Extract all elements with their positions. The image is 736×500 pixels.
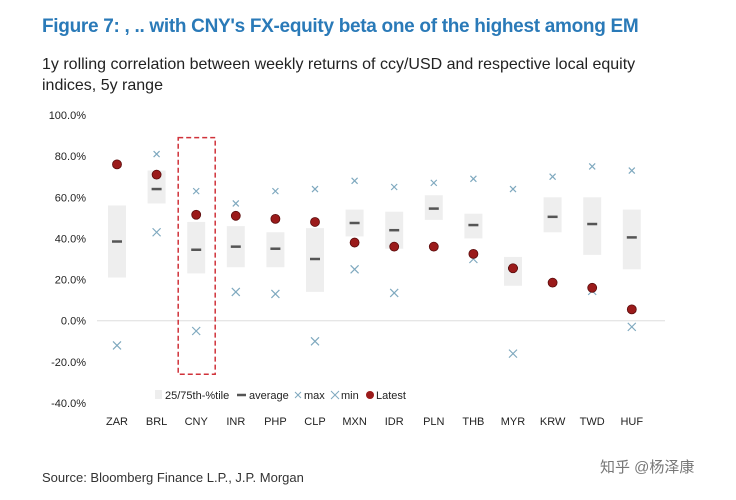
- x-tick-label: CLP: [304, 416, 325, 428]
- min-mark-MYR: [508, 349, 518, 359]
- x-tick-label: TWD: [580, 416, 605, 428]
- latest-dot-MYR: [508, 263, 518, 274]
- percentile-box-TWD: [583, 197, 602, 255]
- legend-min-swatch: [330, 390, 340, 400]
- legend-label-average: average: [249, 390, 289, 402]
- latest-dot-TWD: [587, 282, 598, 293]
- legend-box-swatch: [155, 390, 162, 399]
- max-mark-CLP: [311, 185, 319, 193]
- max-mark-PHP: [271, 187, 279, 195]
- latest-dot-BRL: [151, 169, 162, 180]
- latest-dot-CLP: [310, 217, 320, 227]
- latest-dot-HUF: [626, 304, 637, 315]
- max-mark-MXN: [351, 177, 359, 185]
- latest-dot-CNY: [191, 209, 202, 220]
- legend-max-swatch: [294, 391, 302, 399]
- min-mark-HUF: [627, 322, 637, 332]
- chart-title: Figure 7: , .. with CNY's FX-equity beta…: [42, 16, 639, 37]
- legend-label-max: max: [304, 390, 325, 402]
- x-tick-label: PLN: [423, 416, 444, 428]
- legend-label-percentile: 25/75th-%tile: [165, 390, 229, 402]
- y-tick-label: 20.0%: [55, 275, 86, 287]
- x-tick-label: BRL: [146, 416, 167, 428]
- y-tick-label: 0.0%: [61, 316, 86, 328]
- percentile-box-HUF: [622, 209, 641, 270]
- min-mark-CNY: [191, 326, 201, 336]
- max-mark-INR: [232, 200, 240, 207]
- min-mark-BRL: [152, 227, 162, 237]
- latest-dot-MXN: [349, 237, 360, 248]
- max-mark-TWD: [588, 163, 596, 170]
- max-mark-THB: [469, 175, 477, 183]
- max-mark-HUF: [628, 167, 636, 174]
- min-mark-PHP: [270, 289, 280, 299]
- watermark: 知乎 @杨泽康: [600, 459, 695, 476]
- legend-label-min: min: [341, 390, 359, 402]
- highlight-box-CNY: [177, 136, 216, 375]
- x-tick-label: PHP: [264, 416, 287, 428]
- y-tick-label: 80.0%: [55, 151, 86, 163]
- min-mark-CLP: [310, 336, 320, 346]
- latest-dot-PHP: [270, 213, 281, 224]
- max-mark-KRW: [549, 173, 557, 181]
- percentile-box-BRL: [147, 170, 166, 204]
- percentile-box-CNY: [187, 221, 206, 274]
- legend-latest-swatch: [366, 391, 374, 399]
- percentile-box-KRW: [543, 197, 562, 233]
- max-mark-MYR: [509, 185, 517, 193]
- y-tick-label: 60.0%: [55, 192, 86, 204]
- y-tick-label: -20.0%: [51, 357, 86, 369]
- x-tick-label: KRW: [540, 416, 566, 428]
- y-tick-label: 100.0%: [49, 110, 87, 122]
- min-mark-IDR: [389, 288, 399, 298]
- max-mark-BRL: [153, 150, 161, 158]
- x-tick-label: THB: [462, 416, 484, 428]
- min-mark-MXN: [350, 264, 360, 274]
- latest-dot-THB: [468, 248, 479, 259]
- x-tick-label: MYR: [501, 416, 526, 428]
- max-mark-IDR: [390, 183, 398, 191]
- max-mark-PLN: [430, 179, 438, 187]
- chart-subtitle: 1y rolling correlation between weekly re…: [42, 56, 636, 94]
- latest-dot-PLN: [428, 241, 439, 252]
- legend-label-latest: Latest: [376, 390, 406, 402]
- chart: 100.0% 80.0% 60.0% 40.0% 20.0% 0.0% -20.0% -40.…: [49, 110, 665, 428]
- x-tick-label: IDR: [385, 416, 404, 428]
- y-tick-label: 40.0%: [55, 233, 86, 245]
- x-tick-label: INR: [226, 416, 245, 428]
- x-tick-label: MXN: [342, 416, 367, 428]
- min-mark-INR: [231, 287, 241, 297]
- source-note: Source: Bloomberg Finance L.P., J.P. Mor…: [42, 470, 304, 485]
- max-mark-CNY: [192, 187, 200, 195]
- y-tick-label: -40.0%: [51, 398, 86, 410]
- x-tick-label: ZAR: [106, 416, 128, 428]
- min-mark-ZAR: [112, 340, 122, 350]
- latest-dot-INR: [230, 210, 241, 221]
- latest-dot-KRW: [547, 277, 558, 288]
- x-tick-label: CNY: [185, 416, 209, 428]
- latest-dot-ZAR: [112, 159, 122, 170]
- x-tick-label: HUF: [620, 416, 643, 428]
- latest-dot-IDR: [389, 241, 400, 252]
